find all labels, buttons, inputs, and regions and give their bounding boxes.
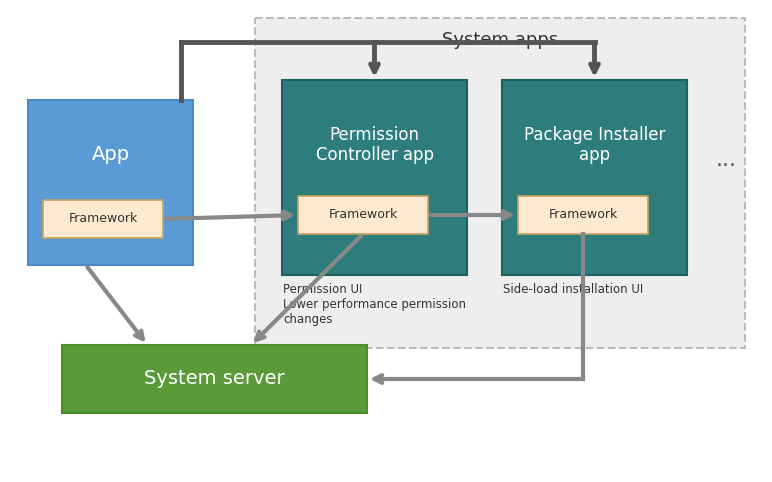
Bar — [43, 200, 163, 238]
Text: Side-load installation UI: Side-load installation UI — [503, 283, 643, 296]
Text: Framework: Framework — [328, 209, 398, 222]
Text: System server: System server — [144, 370, 285, 388]
Bar — [255, 18, 745, 348]
Text: Framework: Framework — [69, 213, 137, 226]
Text: Permission UI
Lower performance permission
changes: Permission UI Lower performance permissi… — [283, 283, 466, 326]
Text: ...: ... — [716, 150, 736, 170]
Text: App: App — [91, 146, 130, 164]
Bar — [28, 100, 193, 265]
Bar — [298, 196, 428, 234]
Bar — [502, 80, 687, 275]
Text: Framework: Framework — [548, 209, 618, 222]
Bar — [62, 345, 367, 413]
Text: Package Installer
app: Package Installer app — [524, 126, 665, 164]
Text: System apps: System apps — [442, 31, 558, 49]
Text: Permission
Controller app: Permission Controller app — [316, 126, 434, 164]
Bar — [518, 196, 648, 234]
Bar — [282, 80, 467, 275]
